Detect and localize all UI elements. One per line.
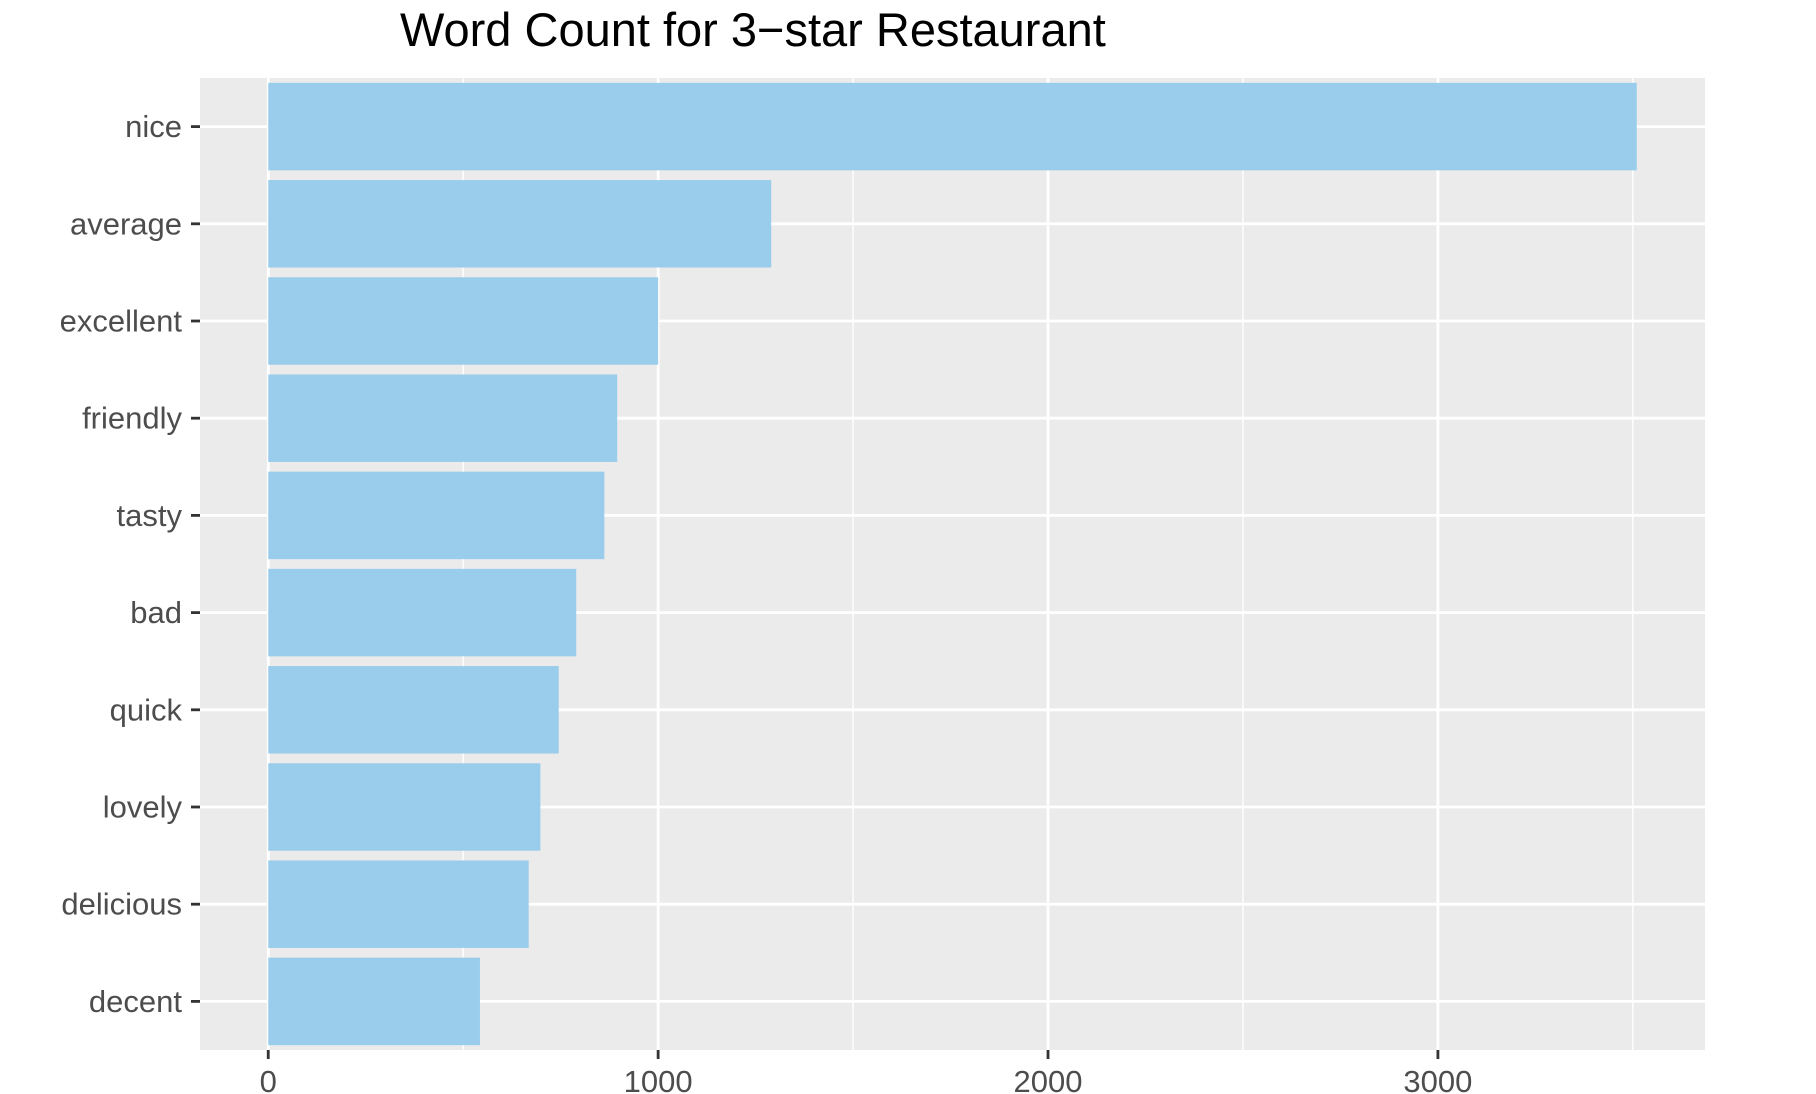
- bar-lovely: [268, 763, 541, 851]
- y-tick-label: lovely: [103, 790, 183, 825]
- bar-excellent: [268, 277, 659, 365]
- bar-nice: [268, 82, 1637, 171]
- bar-friendly: [268, 374, 618, 462]
- y-tick-label: excellent: [60, 304, 183, 339]
- y-tick-label: delicious: [61, 887, 182, 922]
- x-tick-label: 2000: [1014, 1064, 1083, 1094]
- bar-tasty: [268, 471, 605, 560]
- bar-quick: [268, 666, 559, 754]
- y-tick-label: nice: [125, 109, 182, 144]
- x-tick-label: 3000: [1403, 1064, 1472, 1094]
- bar-decent: [268, 957, 480, 1046]
- y-tick-label: friendly: [82, 401, 182, 436]
- bar-bad: [268, 568, 577, 657]
- chart-title: Word Count for 3−star Restaurant: [400, 3, 1106, 56]
- x-axis: 0 1000 2000 3000: [260, 1050, 1472, 1094]
- bar-delicious: [268, 860, 529, 948]
- y-tick-label: quick: [110, 692, 183, 727]
- bar-average: [268, 180, 772, 268]
- y-tick-label: bad: [130, 595, 182, 630]
- bars: [268, 82, 1637, 1046]
- x-tick-label: 1000: [624, 1064, 693, 1094]
- x-tick-label: 0: [260, 1064, 277, 1094]
- y-axis: nice average excellent friendly tasty bad quic…: [60, 109, 200, 1019]
- y-tick-label: tasty: [117, 498, 183, 533]
- y-tick-label: decent: [89, 984, 182, 1019]
- y-tick-label: average: [70, 206, 182, 241]
